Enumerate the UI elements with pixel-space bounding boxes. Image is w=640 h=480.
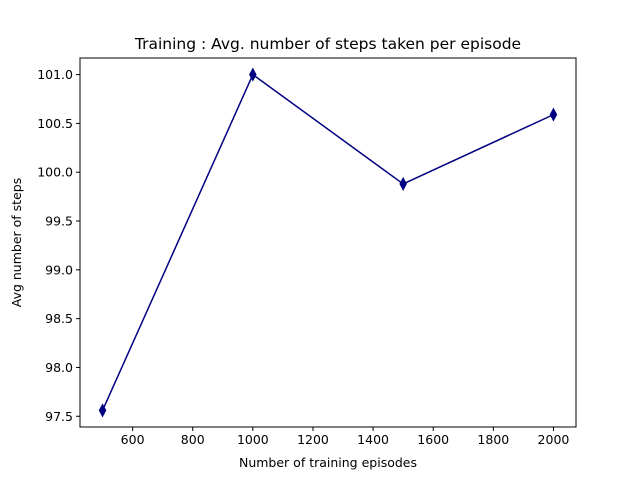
y-tick-label: 100.5 <box>37 116 73 131</box>
y-tick-label: 97.5 <box>45 409 73 424</box>
series-line <box>101 73 554 411</box>
y-tick-label: 98.5 <box>45 311 73 326</box>
y-axis: 97.5 98.0 98.5 99.0 99.5 100.0 100.5 101.0 <box>37 67 80 424</box>
plot-area <box>98 67 558 418</box>
x-tick-label: 2000 <box>538 432 570 447</box>
data-point-marker <box>549 107 558 122</box>
x-axis: 600 800 1000 1200 1400 1600 1800 2000 <box>121 427 570 447</box>
y-tick-label: 101.0 <box>37 67 73 82</box>
x-tick-label: 600 <box>121 432 145 447</box>
x-tick-label: 1000 <box>237 432 269 447</box>
y-tick-label: 99.0 <box>45 262 73 277</box>
y-tick-label: 100.0 <box>37 165 73 180</box>
data-point-marker <box>399 176 407 191</box>
y-axis-label: Avg number of steps <box>9 178 24 307</box>
y-tick-label: 98.0 <box>45 360 73 375</box>
chart-title: Training : Avg. number of steps taken pe… <box>134 35 521 53</box>
data-point-marker <box>98 403 107 418</box>
x-tick-label: 1200 <box>297 432 329 447</box>
axes-frame <box>79 57 577 428</box>
x-axis-label: Number of training episodes <box>239 455 417 470</box>
x-tick-label: 1400 <box>357 432 389 447</box>
data-point-marker <box>249 67 257 82</box>
x-tick-label: 1600 <box>417 432 449 447</box>
y-tick-label: 99.5 <box>45 214 73 229</box>
x-tick-label: 800 <box>181 432 205 447</box>
x-tick-label: 1800 <box>477 432 509 447</box>
